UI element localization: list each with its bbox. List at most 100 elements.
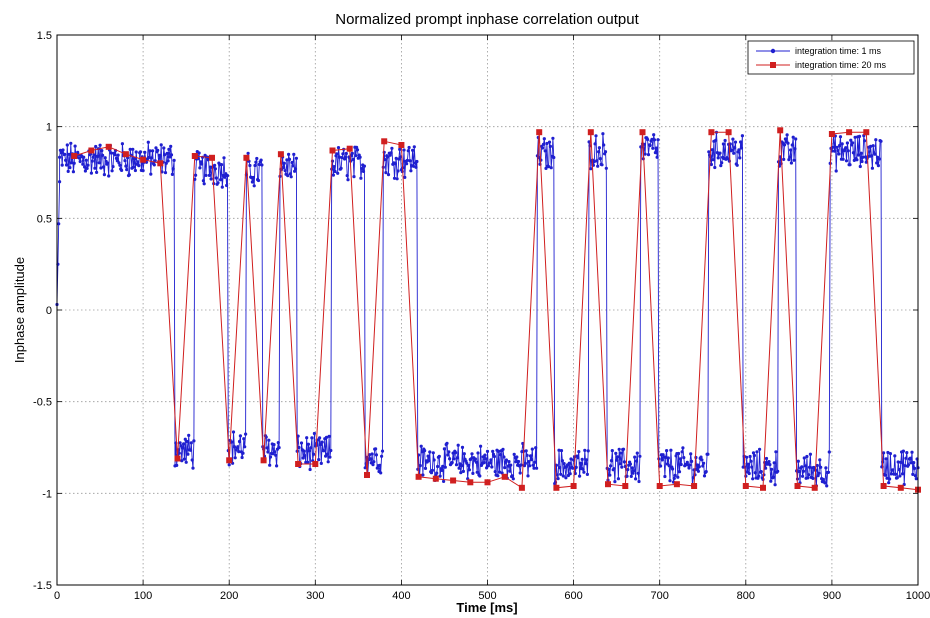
series-1ms-point [402, 148, 406, 152]
series-1ms-point [699, 455, 703, 459]
series-1ms-point [106, 161, 110, 165]
series-1ms-point [339, 166, 343, 170]
series-1ms-point [664, 455, 668, 459]
series-1ms-point [200, 162, 204, 166]
series-1ms-point [336, 171, 340, 175]
series-20ms-point [622, 483, 629, 489]
grid-lines [57, 35, 918, 585]
series-1ms-point [246, 151, 250, 155]
series-1ms-point [757, 474, 761, 478]
series-1ms-point [680, 450, 684, 454]
x-tick-label: 500 [478, 590, 496, 602]
series-20ms-point [811, 484, 818, 491]
series-1ms-point [77, 156, 81, 160]
series-1ms-point [380, 449, 385, 453]
series-1ms-point [107, 174, 111, 178]
series-20ms [71, 127, 921, 493]
series-1ms-point [516, 459, 521, 464]
series-1ms-point [886, 450, 890, 455]
series-1ms-point [162, 146, 166, 150]
series-1ms-point [307, 449, 311, 453]
series-1ms-point [794, 137, 798, 141]
series-1ms-point [688, 463, 692, 467]
series-1ms-point [904, 456, 908, 460]
series-1ms-point [523, 461, 528, 465]
series-1ms-point [390, 146, 394, 150]
series-20ms-point [760, 484, 766, 491]
series-1ms-point [785, 133, 789, 137]
series-1ms-point [71, 170, 75, 174]
series-1ms-point [665, 449, 669, 453]
series-20ms-point [553, 484, 560, 491]
series-1ms-point [774, 450, 778, 454]
series-1ms-point [733, 140, 738, 144]
series-1ms-point [568, 472, 572, 476]
y-tick-label: 1.5 [37, 30, 52, 42]
series-1ms-point [66, 169, 70, 173]
series-20ms-point [587, 129, 594, 136]
series-1ms-point [498, 453, 502, 457]
series-1ms-point [320, 440, 324, 444]
x-tick-label: 300 [306, 590, 324, 602]
series-1ms-point [544, 166, 548, 170]
series-1ms-point [807, 473, 811, 477]
series-1ms-point [735, 163, 739, 167]
series-20ms-point [157, 160, 164, 167]
series-1ms-point [64, 163, 69, 167]
series-1ms-point [419, 444, 423, 448]
series-1ms-point [811, 476, 815, 480]
series-1ms-point [351, 157, 355, 162]
series-1ms-point [109, 151, 113, 155]
series-1ms-point [503, 466, 507, 470]
series-1ms-point [331, 173, 335, 177]
series-1ms-point [432, 458, 436, 462]
series-1ms-point [482, 461, 486, 465]
series-1ms-point [656, 138, 660, 142]
series-1ms-point [471, 471, 475, 475]
series-20ms-point [897, 484, 904, 491]
series-1ms-point [564, 476, 568, 480]
series-20ms-point [536, 129, 543, 136]
series-20ms-point [226, 457, 233, 464]
series-20ms-point [243, 154, 250, 161]
series-20ms-point [777, 127, 784, 134]
series-1ms-point [593, 142, 597, 146]
series-1ms-point [873, 152, 877, 156]
legend-label-20ms: integration time: 20 ms [795, 60, 887, 70]
series-1ms-point [441, 464, 445, 468]
series-1ms-point [512, 452, 516, 456]
series-20ms-point [415, 473, 422, 480]
series-1ms-point [838, 143, 842, 148]
series-1ms-point [714, 138, 718, 142]
series-1ms-point [913, 474, 918, 478]
series-1ms-point [646, 153, 651, 157]
series-1ms-point [733, 146, 737, 150]
series-1ms-point [125, 168, 129, 172]
series-1ms-point [488, 461, 492, 465]
series-1ms-point [272, 443, 276, 447]
series-1ms-point [346, 178, 350, 182]
series-1ms-point [165, 151, 169, 155]
x-axis-label: Time [ms] [456, 600, 517, 615]
series-20ms-point [105, 143, 112, 150]
series-1ms-point [690, 459, 694, 463]
series-1ms-point [721, 142, 726, 146]
series-1ms-point [293, 169, 297, 173]
series-1ms-point [309, 446, 313, 450]
series-1ms-point [610, 449, 614, 453]
series-1ms-point [372, 460, 376, 464]
series-1ms-point [302, 449, 306, 453]
legend-label-1ms: integration time: 1 ms [795, 46, 882, 56]
series-1ms-point [515, 455, 519, 459]
series-1ms-point [327, 434, 331, 438]
series-1ms-point [621, 447, 626, 451]
series-1ms-point [312, 431, 316, 436]
series-1ms-point [496, 474, 500, 478]
series-1ms-point [759, 470, 763, 474]
series-1ms-point [824, 466, 828, 470]
series-1ms-point [150, 156, 154, 160]
x-tick-label: 0 [54, 590, 60, 602]
series-1ms-point [460, 464, 464, 468]
series-1ms-point [671, 467, 675, 471]
series-1ms-point [255, 156, 259, 161]
